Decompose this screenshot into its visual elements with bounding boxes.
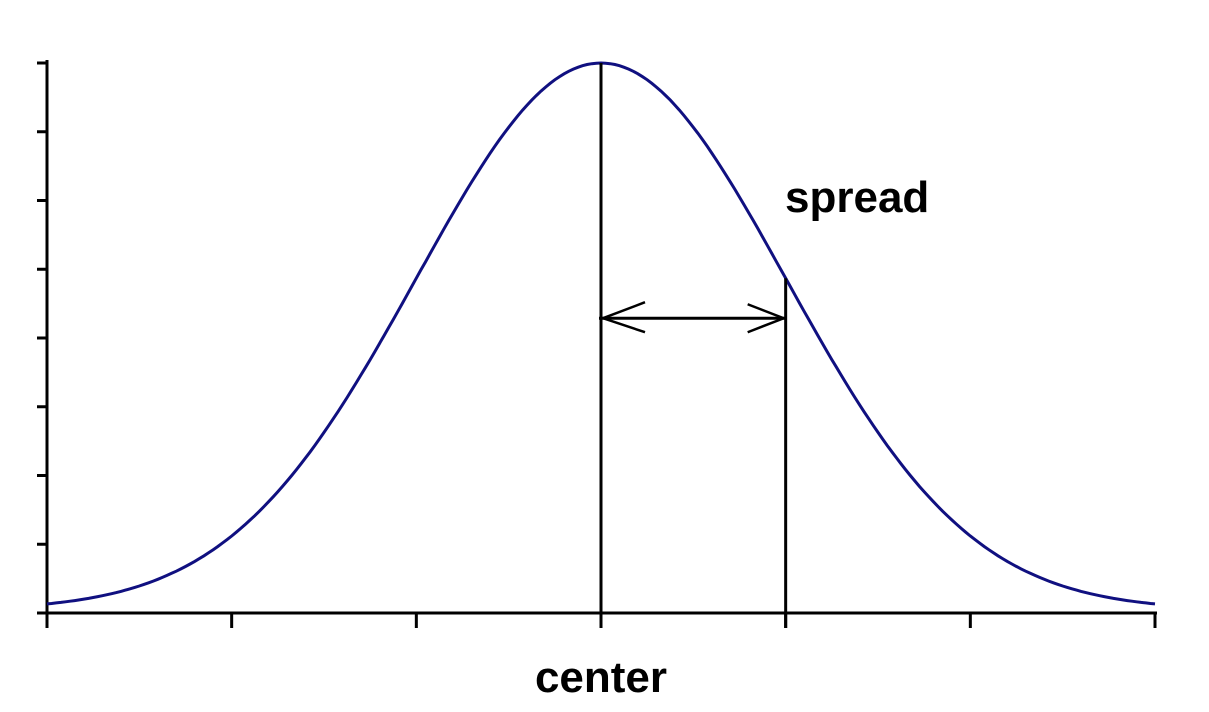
center-label: center xyxy=(535,653,667,702)
arrow-head-right xyxy=(747,303,788,334)
y-ticks xyxy=(37,61,47,615)
spread-label: spread xyxy=(785,173,929,222)
arrow-head-left xyxy=(599,301,646,334)
axes xyxy=(37,60,1157,628)
spread-arrow xyxy=(599,301,788,334)
